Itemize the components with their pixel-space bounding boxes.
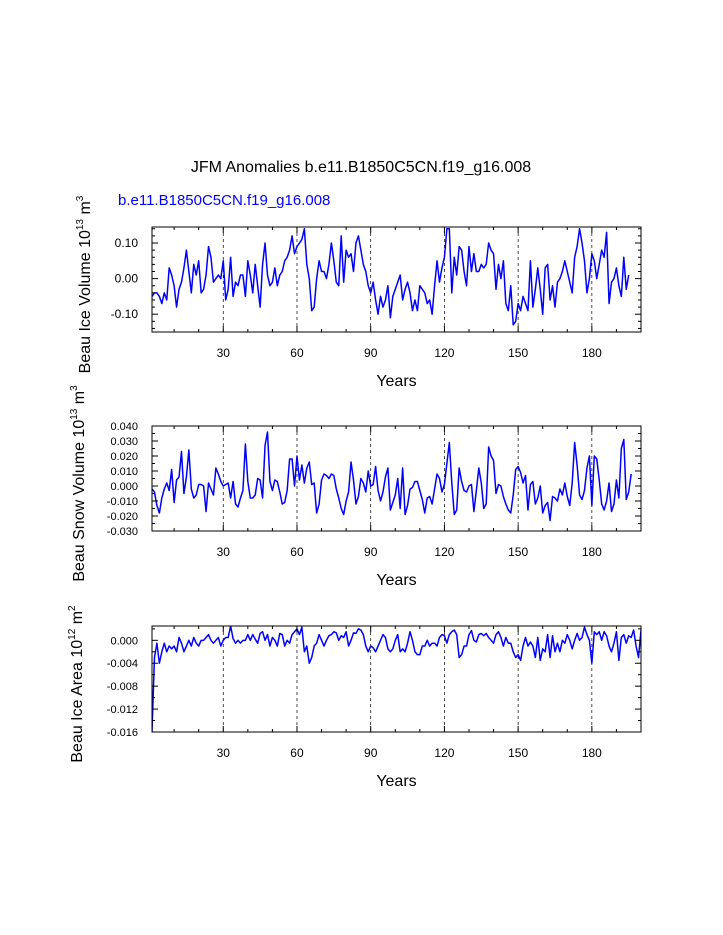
plot-frame <box>151 625 642 733</box>
panel-snow-volume: 30 60 90 120 150 180 -0.030 -0.020 -0.010 0.000 0.… <box>69 385 642 589</box>
panel-ice-area: 30 60 90 120 150 180 -0.016 -0.012 -0.008 -0.004 0… <box>67 605 642 790</box>
x-tick-label: 60 <box>290 346 304 360</box>
x-tick-label: 90 <box>364 545 378 559</box>
x-axis-label: Years <box>376 373 416 390</box>
x-tick-label: 120 <box>434 346 454 360</box>
x-tick-label: 150 <box>508 746 528 760</box>
y-axis-label: Beau Ice Area 1012 m2 <box>67 605 86 763</box>
series-line-ice-area <box>152 626 641 732</box>
case-label: b.e11.B1850C5CN.f19_g16.008 <box>118 192 330 209</box>
plot-frame <box>151 425 642 532</box>
x-tick-label: 30 <box>217 746 231 760</box>
figure-title: JFM Anomalies b.e11.B1850C5CN.f19_g16.00… <box>191 159 531 176</box>
x-tick-label: 180 <box>582 545 602 559</box>
y-axis-label: Beau Snow Volume 1013 m3 <box>69 385 88 582</box>
panels: 30 60 90 120 150 180 -0.10 0.00 0.10 Years Beau Ic… <box>67 195 642 790</box>
y-tick-label: -0.004 <box>107 658 138 670</box>
y-tick-label: 0.030 <box>110 436 138 448</box>
x-tick-label: 150 <box>508 545 528 559</box>
y-tick-label: 0.10 <box>115 236 139 250</box>
y-tick-label: 0.000 <box>110 635 138 647</box>
y-tick-label: 0.010 <box>110 466 138 478</box>
y-tick-label: -0.012 <box>107 704 138 716</box>
x-axis-label: Years <box>376 773 416 790</box>
y-tick-label: -0.020 <box>107 511 138 523</box>
y-tick-label: -0.010 <box>107 496 138 508</box>
series-line-snow-volume <box>152 431 632 522</box>
series-line-ice-volume <box>152 228 630 326</box>
y-tick-label: 0.000 <box>110 481 138 493</box>
y-tick-label: 0.020 <box>110 451 138 463</box>
x-tick-label: 120 <box>434 545 454 559</box>
y-axis-label: Beau Ice Volume 1013 m3 <box>75 195 94 373</box>
y-tick-label: -0.008 <box>107 681 138 693</box>
panel-ice-volume: 30 60 90 120 150 180 -0.10 0.00 0.10 Years Beau Ic… <box>75 195 642 390</box>
x-tick-label: 30 <box>217 346 231 360</box>
plot-frame <box>151 226 642 333</box>
y-tick-label: -0.016 <box>107 727 138 739</box>
x-tick-label: 150 <box>508 346 528 360</box>
x-tick-label: 60 <box>290 746 304 760</box>
x-tick-label: 90 <box>364 346 378 360</box>
y-tick-label: 0.00 <box>115 272 139 286</box>
x-tick-label: 180 <box>582 346 602 360</box>
y-tick-label: 0.040 <box>110 421 138 433</box>
x-axis-label: Years <box>376 572 416 589</box>
y-tick-label: -0.030 <box>107 526 138 538</box>
y-tick-label: -0.10 <box>111 307 139 321</box>
x-tick-label: 90 <box>364 746 378 760</box>
x-tick-label: 120 <box>434 746 454 760</box>
x-tick-label: 60 <box>290 545 304 559</box>
x-tick-label: 180 <box>582 746 602 760</box>
x-tick-label: 30 <box>217 545 231 559</box>
